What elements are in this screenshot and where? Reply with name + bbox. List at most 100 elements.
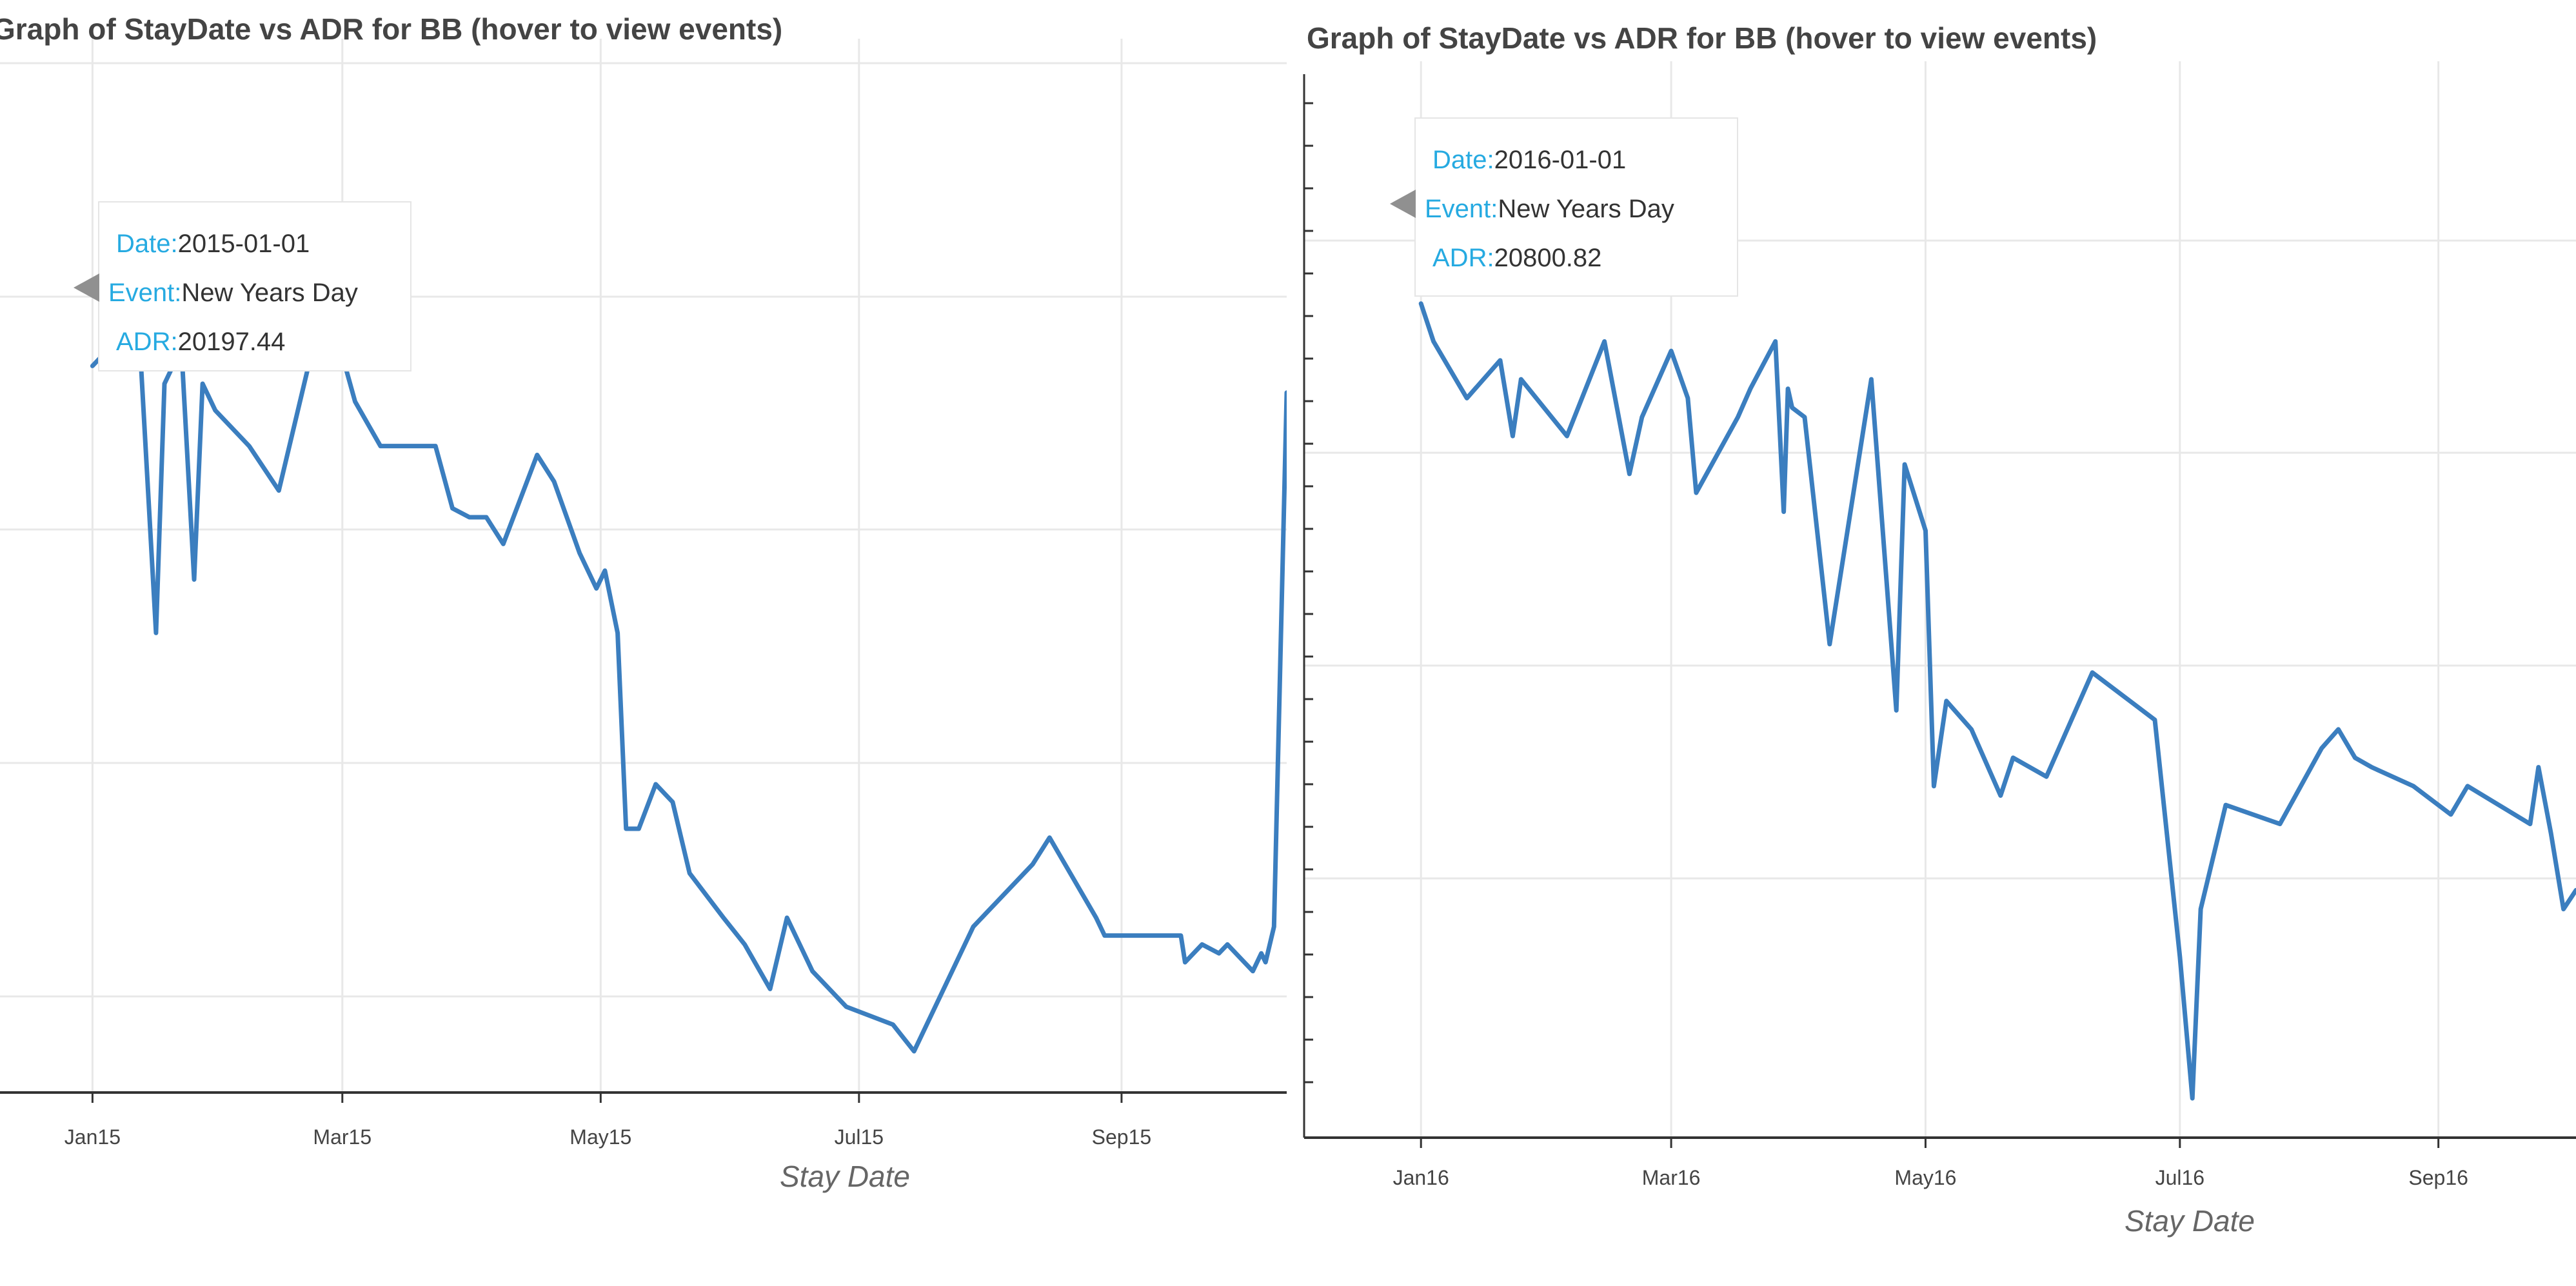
data-point-13[interactable] [274,486,283,495]
data-point-33[interactable] [2150,715,2159,724]
data-point-26[interactable] [1942,697,1951,706]
data-point-50[interactable] [1214,949,1224,958]
data-point-7[interactable] [160,379,169,388]
data-point-18[interactable] [1788,403,1797,412]
series-line-0[interactable] [90,248,1287,1054]
data-point-22[interactable] [1892,706,1901,715]
data-point-9[interactable] [190,575,199,584]
data-point-37[interactable] [808,967,817,976]
data-point-49[interactable] [2559,905,2568,914]
data-point-32[interactable] [2088,668,2097,677]
data-point-38[interactable] [2275,820,2284,829]
data-point-10[interactable] [1667,346,1676,355]
data-point-19[interactable] [1800,413,1809,422]
data-point-12[interactable] [1692,488,1701,497]
data-point-25[interactable] [592,584,601,593]
data-point-47[interactable] [2534,763,2543,772]
data-point-1[interactable] [1429,337,1438,346]
data-point-49[interactable] [1198,940,1207,949]
data-point-30[interactable] [2042,772,2051,781]
data-point-39[interactable] [888,1020,897,1029]
data-point-57[interactable] [1282,388,1287,397]
data-point-42[interactable] [2367,763,2376,772]
data-point-31[interactable] [2071,706,2080,715]
data-point-44[interactable] [1092,913,1101,922]
data-point-54[interactable] [1257,949,1266,958]
data-point-45[interactable] [2463,782,2472,791]
data-point-44[interactable] [2446,810,2455,819]
data-point-35[interactable] [2188,1094,2197,1103]
data-point-19[interactable] [465,513,474,522]
data-point-40[interactable] [909,1047,918,1056]
data-point-28[interactable] [622,824,631,833]
data-point-29[interactable] [634,824,643,833]
data-point-15[interactable] [351,397,360,406]
data-point-45[interactable] [1100,931,1109,940]
data-point-30[interactable] [651,780,660,789]
data-point-3[interactable] [1496,356,1505,365]
data-point-21[interactable] [1867,375,1876,384]
data-point-16[interactable] [1779,508,1788,517]
data-point-35[interactable] [766,984,775,993]
data-point-2[interactable] [1462,393,1471,402]
data-point-4[interactable] [1508,431,1517,440]
data-point-18[interactable] [448,504,457,513]
data-point-11[interactable] [1683,393,1692,402]
data-point-34[interactable] [2175,952,2185,961]
data-point-52[interactable] [1240,958,1249,967]
plot-area[interactable]: Jan15 Mar15 May15 Jul15 Sep15 Stay Date [0,0,1287,1286]
data-point-56[interactable] [1269,922,1278,931]
data-point-43[interactable] [2409,782,2418,791]
data-point-20[interactable] [482,513,491,522]
data-point-53[interactable] [1249,967,1258,976]
data-point-55[interactable] [1261,958,1270,967]
data-point-32[interactable] [685,869,694,878]
data-point-17[interactable] [1783,384,1792,393]
data-point-37[interactable] [2221,800,2230,809]
data-point-22[interactable] [533,450,542,459]
data-point-17[interactable] [431,442,440,451]
data-point-48[interactable] [1180,958,1189,967]
data-point-41[interactable] [969,922,978,931]
data-point-9[interactable] [1638,413,1647,422]
data-point-24[interactable] [1921,526,1930,535]
data-point-6[interactable] [152,628,161,637]
data-point-15[interactable] [1771,337,1780,346]
data-point-42[interactable] [1028,860,1037,869]
data-point-27[interactable] [1967,725,1976,734]
data-point-27[interactable] [613,628,622,637]
data-point-47[interactable] [1176,931,1185,940]
data-point-13[interactable] [1734,413,1743,422]
data-point-5[interactable] [1516,375,1525,384]
data-point-20[interactable] [1825,640,1834,649]
data-point-6[interactable] [1563,431,1572,440]
data-point-46[interactable] [2526,820,2535,829]
data-point-41[interactable] [2350,753,2359,762]
data-point-23[interactable] [550,477,559,486]
data-point-0[interactable] [1416,299,1425,308]
data-point-34[interactable] [740,940,749,949]
data-point-8[interactable] [1625,470,1634,479]
data-point-43[interactable] [1045,833,1054,842]
data-point-51[interactable] [1223,940,1232,949]
data-point-23[interactable] [1900,460,1909,469]
data-point-0[interactable] [88,361,97,370]
data-point-39[interactable] [2317,744,2326,753]
data-point-29[interactable] [2008,753,2017,762]
data-point-46[interactable] [1151,931,1160,940]
data-point-33[interactable] [719,913,728,922]
data-point-25[interactable] [1929,782,1938,791]
data-point-31[interactable] [668,798,677,807]
data-point-11[interactable] [211,406,220,415]
data-point-10[interactable] [198,379,207,388]
data-point-7[interactable] [1600,337,1609,346]
data-point-36[interactable] [2196,905,2205,914]
series-line-0[interactable] [1418,301,2576,1101]
data-point-16[interactable] [376,442,385,451]
data-point-48[interactable] [2546,829,2555,838]
data-point-28[interactable] [1996,791,2005,800]
data-point-26[interactable] [600,566,609,575]
data-point-36[interactable] [782,913,791,922]
data-point-14[interactable] [1746,384,1755,393]
data-point-40[interactable] [2334,725,2343,734]
